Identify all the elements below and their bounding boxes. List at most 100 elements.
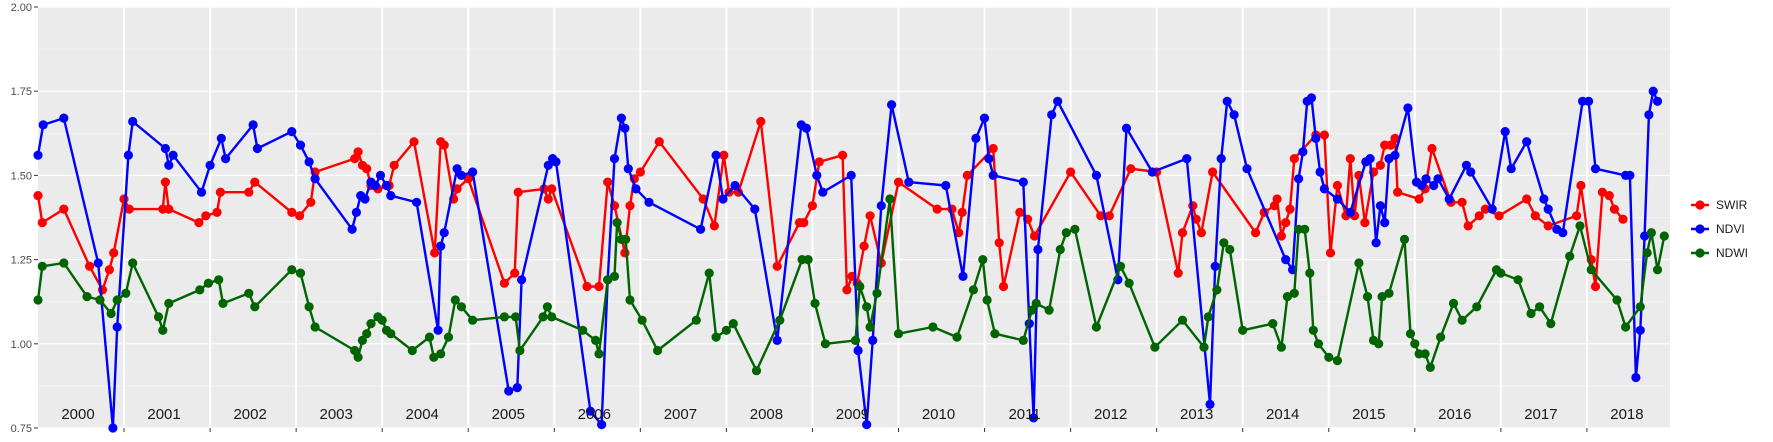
ndwi-point bbox=[218, 298, 228, 308]
ndwi-point bbox=[1091, 322, 1101, 332]
year-label: 2011 bbox=[1008, 406, 1040, 423]
swir-point bbox=[306, 197, 316, 207]
ndvi-point bbox=[876, 201, 886, 211]
ndwi-point bbox=[1546, 319, 1556, 329]
ndwi-point bbox=[1313, 339, 1323, 349]
ndvi-point bbox=[1147, 167, 1157, 177]
ndvi-point bbox=[1345, 207, 1355, 217]
ndvi-point bbox=[295, 140, 306, 150]
ndwi-point bbox=[885, 194, 895, 204]
ndvi-point bbox=[1182, 154, 1192, 164]
ndwi-point bbox=[594, 349, 604, 359]
ndwi-point bbox=[751, 366, 762, 376]
series-ndwi bbox=[33, 194, 1669, 376]
ndwi-point bbox=[820, 339, 831, 349]
ndwi-point bbox=[691, 315, 701, 325]
swir-point bbox=[1066, 167, 1076, 177]
ndwi-point bbox=[1448, 298, 1459, 308]
year-label: 2001 bbox=[147, 406, 180, 423]
ndvi-point bbox=[1033, 244, 1043, 255]
ndwi-point bbox=[350, 345, 360, 356]
x-axis bbox=[123, 428, 1588, 432]
swir-point bbox=[1325, 248, 1336, 258]
swir-point bbox=[1572, 211, 1582, 221]
y-axis: 0.75 1.00 1.25 1.50 1.75 2.00 bbox=[11, 2, 38, 435]
ndwi-point bbox=[1324, 352, 1334, 362]
ndwi-point bbox=[810, 298, 820, 308]
ndvi-point bbox=[818, 187, 828, 197]
ndwi-point bbox=[1289, 288, 1299, 298]
ndvi-point bbox=[310, 174, 320, 184]
ndwi-point bbox=[429, 352, 439, 362]
swir-point bbox=[362, 164, 372, 174]
swir-point bbox=[1188, 201, 1198, 211]
ndvi-point bbox=[1315, 167, 1325, 177]
swir-point bbox=[1332, 180, 1342, 191]
ndwi-point bbox=[456, 302, 466, 312]
swir-point bbox=[1390, 133, 1400, 143]
ndvi-point bbox=[160, 143, 170, 154]
ndwi-point bbox=[990, 329, 1000, 339]
ndvi-point bbox=[543, 160, 553, 170]
swir-point bbox=[543, 194, 553, 204]
swir-point bbox=[603, 177, 613, 187]
ndwi-point bbox=[106, 308, 116, 319]
ndwi-point bbox=[704, 268, 714, 278]
swir-point bbox=[499, 278, 509, 288]
ndvi-point bbox=[1053, 96, 1063, 106]
swir-point bbox=[212, 207, 222, 217]
ndvi-point bbox=[958, 271, 968, 281]
ndvi-point bbox=[711, 150, 721, 160]
swir-point bbox=[1604, 191, 1614, 201]
swir-point bbox=[1208, 167, 1218, 177]
ndvi-point bbox=[252, 143, 262, 154]
ndvi-point bbox=[1222, 96, 1232, 106]
ndvi-point bbox=[1584, 96, 1594, 106]
swir-point bbox=[719, 150, 729, 160]
ndwi-point bbox=[128, 258, 138, 268]
ndvi-point bbox=[196, 187, 207, 197]
ndvi-point bbox=[351, 207, 361, 217]
ndwi-point bbox=[1635, 302, 1645, 312]
ndvi-point bbox=[1444, 194, 1454, 204]
ndwi-point bbox=[1374, 339, 1384, 349]
ndvi-point bbox=[644, 197, 654, 207]
year-label: 2004 bbox=[406, 406, 439, 423]
year-label: 2016 bbox=[1438, 406, 1471, 423]
ndvi-point bbox=[381, 180, 392, 191]
ndwi-point bbox=[1646, 228, 1656, 238]
ndvi-point bbox=[412, 197, 422, 207]
ndvi-point bbox=[1487, 204, 1497, 214]
ndwi-point bbox=[1612, 295, 1622, 305]
ndvi-point bbox=[1332, 194, 1342, 204]
swir-point bbox=[625, 201, 635, 211]
swir-point bbox=[1196, 228, 1206, 238]
swir-point bbox=[250, 177, 260, 187]
ndvi-point bbox=[1652, 96, 1663, 106]
ndvi-point bbox=[375, 170, 386, 180]
ndvi-point bbox=[216, 133, 226, 143]
swir-point bbox=[957, 207, 967, 217]
swir-point bbox=[350, 154, 360, 164]
swir-point bbox=[452, 184, 462, 194]
ndvi-point bbox=[38, 120, 48, 130]
ndwi-point bbox=[872, 288, 882, 298]
year-label: 2008 bbox=[750, 406, 783, 423]
swir-point bbox=[409, 137, 419, 147]
swir-point bbox=[215, 187, 225, 197]
ndvi-point bbox=[1029, 413, 1039, 423]
ndwi-point bbox=[978, 255, 988, 265]
swir-point bbox=[1576, 180, 1586, 191]
swir-point bbox=[59, 204, 69, 214]
ndvi-point bbox=[971, 133, 981, 143]
ndwi-point bbox=[968, 285, 979, 295]
ndwi-point bbox=[603, 275, 613, 285]
ndvi-point bbox=[108, 423, 118, 433]
swir-point bbox=[1590, 281, 1601, 292]
ndvi-point bbox=[1229, 110, 1239, 120]
ndwi-point bbox=[1377, 292, 1387, 302]
swir-point bbox=[37, 218, 47, 228]
ndwi-point bbox=[855, 281, 865, 292]
ndvi-point bbox=[620, 123, 630, 133]
ndwi-point bbox=[443, 332, 454, 342]
